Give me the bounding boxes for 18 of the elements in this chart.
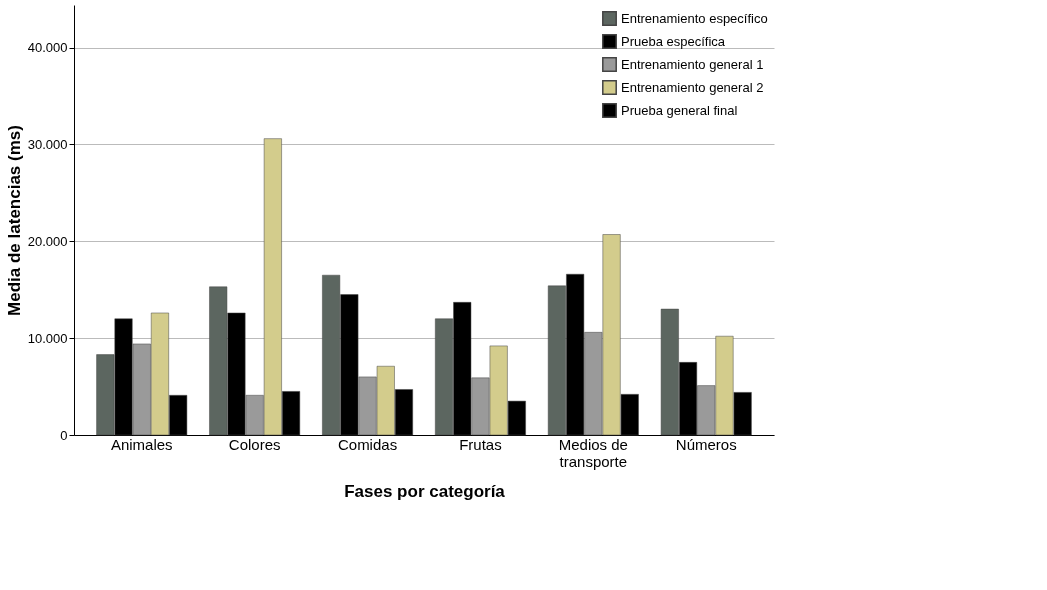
legend-label: Entrenamiento general 1 [621, 56, 764, 72]
y-tick-label: 0 [60, 427, 68, 443]
x-tick-label: Colores [228, 435, 281, 453]
x-tick-label: Medios de transporte [558, 435, 628, 470]
y-tick-label: 30.000 [27, 136, 68, 152]
legend-label: Entrenamiento general 2 [621, 79, 764, 95]
x-tick-label: Animales [110, 435, 173, 453]
legend-label: Entrenamiento específico [621, 10, 768, 26]
y-tick-label: 40.000 [27, 40, 68, 56]
x-tick-label: Comidas [337, 435, 398, 453]
x-tick-label: Frutas [459, 435, 502, 453]
x-axis-title: Fases por categoría [344, 481, 506, 501]
y-tick-label: 20.000 [27, 233, 68, 249]
y-tick-label: 10.000 [27, 330, 68, 346]
y-axis-title: Media de latencias (ms) [4, 125, 24, 316]
legend-label: Prueba específica [621, 33, 726, 49]
legend-label: Prueba general final [621, 102, 738, 118]
x-tick-label: Números [675, 435, 737, 453]
